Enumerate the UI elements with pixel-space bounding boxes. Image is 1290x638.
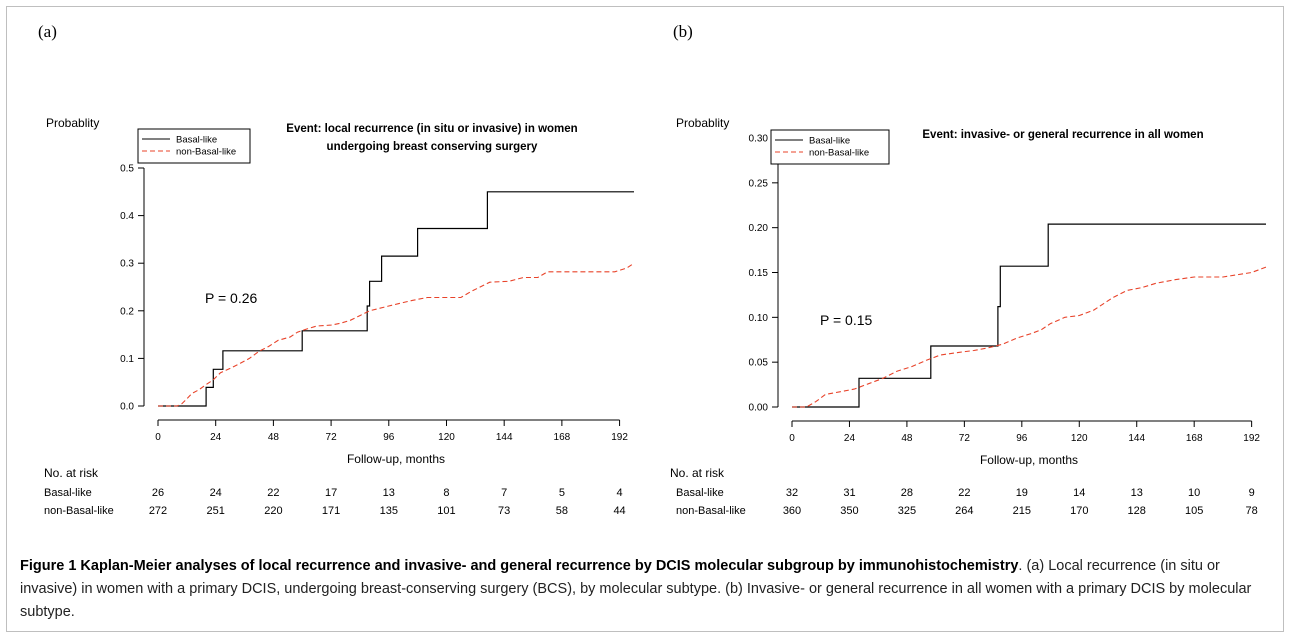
chart2-at-risk-value: 32 bbox=[786, 487, 798, 499]
chart2-x-tick-label: 24 bbox=[844, 433, 856, 444]
figure-frame bbox=[6, 6, 1284, 632]
chart1-title-line: undergoing breast conserving surgery bbox=[327, 141, 538, 153]
chart1-at-risk-value: 171 bbox=[322, 505, 340, 517]
chart2-y-tick-label: 0.20 bbox=[749, 223, 769, 234]
chart2-y-tick-label: 0.25 bbox=[749, 178, 769, 189]
chart1-p-value-annotation: P = 0.26 bbox=[205, 290, 258, 306]
chart2-p-value-annotation: P = 0.15 bbox=[820, 312, 873, 328]
chart2-at-risk-value: 10 bbox=[1188, 487, 1200, 499]
chart2-at-risk-row-label: non-Basal-like bbox=[676, 505, 746, 517]
chart1-title-line: Event: local recurrence (in situ or inva… bbox=[286, 123, 577, 135]
chart2-at-risk-value: 22 bbox=[958, 487, 970, 499]
chart1-at-risk-value: 13 bbox=[383, 487, 395, 499]
chart1-at-risk-value: 251 bbox=[207, 505, 225, 517]
chart1-legend-label: Basal-like bbox=[176, 135, 217, 146]
chart2-at-risk-value: 19 bbox=[1016, 487, 1028, 499]
chart1-y-tick-label: 0.2 bbox=[120, 306, 134, 317]
chart2-x-tick-label: 168 bbox=[1186, 433, 1203, 444]
chart2-at-risk-value: 215 bbox=[1013, 505, 1031, 517]
chart1-at-risk-value: 5 bbox=[559, 487, 565, 499]
chart2-y-axis-label: Probablity bbox=[676, 116, 729, 130]
chart2-y-tick-label: 0.05 bbox=[749, 358, 769, 369]
chart1-at-risk-value: 4 bbox=[617, 487, 623, 499]
chart1-at-risk-value: 24 bbox=[210, 487, 222, 499]
chart1-at-risk-value: 17 bbox=[325, 487, 337, 499]
chart2-at-risk-value: 28 bbox=[901, 487, 913, 499]
chart2-at-risk-value: 264 bbox=[955, 505, 973, 517]
panel-b-label: (b) bbox=[673, 22, 693, 41]
chart1-at-risk-value: 26 bbox=[152, 487, 164, 499]
chart1-legend-label: non-Basal-like bbox=[176, 147, 236, 158]
chart1-at-risk-value: 44 bbox=[613, 505, 625, 517]
panel-a-label: (a) bbox=[38, 22, 57, 41]
chart1-at-risk-value: 220 bbox=[264, 505, 282, 517]
chart2-x-tick-label: 120 bbox=[1071, 433, 1088, 444]
chart2-y-tick-label: 0.30 bbox=[749, 134, 769, 145]
chart2-x-tick-label: 0 bbox=[789, 433, 795, 444]
chart2-at-risk-value: 105 bbox=[1185, 505, 1203, 517]
chart1-y-tick-label: 0.5 bbox=[120, 164, 134, 175]
chart1-x-tick-label: 168 bbox=[554, 432, 571, 443]
chart2-series-line bbox=[792, 223, 1266, 408]
chart1-at-risk-value: 8 bbox=[443, 487, 449, 499]
chart2-at-risk-value: 350 bbox=[840, 505, 858, 517]
chart2-x-tick-label: 144 bbox=[1128, 433, 1145, 444]
chart2-at-risk-header: No. at risk bbox=[670, 466, 725, 480]
chart2-at-risk-value: 9 bbox=[1249, 487, 1255, 499]
chart1-at-risk-value: 58 bbox=[556, 505, 568, 517]
chart1-x-tick-label: 96 bbox=[383, 432, 395, 443]
chart1-at-risk-header: No. at risk bbox=[44, 466, 99, 480]
chart1-x-tick-label: 24 bbox=[210, 432, 222, 443]
chart1-at-risk-value: 272 bbox=[149, 505, 167, 517]
chart1-x-tick-label: 144 bbox=[496, 432, 513, 443]
chart1-legend-box bbox=[137, 128, 251, 164]
chart2-at-risk-value: 128 bbox=[1128, 505, 1146, 517]
chart2-x-tick-label: 72 bbox=[959, 433, 971, 444]
chart2-at-risk-value: 14 bbox=[1073, 487, 1085, 499]
chart2-y-tick-label: 0.10 bbox=[749, 313, 769, 324]
chart2-x-tick-label: 192 bbox=[1243, 433, 1260, 444]
chart2-at-risk-value: 78 bbox=[1246, 505, 1258, 517]
chart2-x-axis-label: Follow-up, months bbox=[980, 453, 1078, 467]
charts-canvas: Event: local recurrence (in situ or inva… bbox=[44, 116, 1267, 517]
chart2-x-tick-label: 48 bbox=[901, 433, 913, 444]
chart2-at-risk-value: 360 bbox=[783, 505, 801, 517]
chart1-y-axis-label: Probablity bbox=[46, 116, 99, 130]
chart2-legend-box bbox=[770, 129, 890, 165]
chart1-x-tick-label: 72 bbox=[326, 432, 338, 443]
caption-body: . (a) Local recurrence (in situ or invas… bbox=[20, 558, 1252, 620]
chart1-at-risk-value: 7 bbox=[501, 487, 507, 499]
figure-caption: Figure 1 Kaplan-Meier analyses of local … bbox=[20, 555, 1272, 624]
chart1-y-tick-label: 0.4 bbox=[120, 211, 134, 222]
chart2-at-risk-value: 31 bbox=[843, 487, 855, 499]
chart1-x-tick-label: 120 bbox=[438, 432, 455, 443]
chart1-at-risk-value: 73 bbox=[498, 505, 510, 517]
chart1-at-risk-row-label: non-Basal-like bbox=[44, 505, 114, 517]
chart1-x-axis-label: Follow-up, months bbox=[347, 452, 445, 466]
chart2-at-risk-value: 170 bbox=[1070, 505, 1088, 517]
chart1-x-tick-label: 48 bbox=[268, 432, 280, 443]
chart1-at-risk-row-label: Basal-like bbox=[44, 487, 92, 499]
chart2-title-line: Event: invasive- or general recurrence i… bbox=[922, 129, 1203, 141]
chart2-y-tick-label: 0.15 bbox=[749, 268, 769, 279]
chart1-y-tick-label: 0.1 bbox=[120, 354, 134, 365]
chart2-at-risk-value: 13 bbox=[1131, 487, 1143, 499]
chart1-at-risk-value: 135 bbox=[380, 505, 398, 517]
chart1-series-line bbox=[158, 191, 634, 407]
chart1-at-risk-value: 101 bbox=[437, 505, 455, 517]
chart1-at-risk-value: 22 bbox=[267, 487, 279, 499]
chart1-y-tick-label: 0.3 bbox=[120, 259, 134, 270]
chart2-series-line bbox=[792, 266, 1267, 408]
chart2-at-risk-row-label: Basal-like bbox=[676, 487, 724, 499]
chart2-x-tick-label: 96 bbox=[1016, 433, 1028, 444]
chart2-legend-label: non-Basal-like bbox=[809, 148, 869, 159]
chart1-x-tick-label: 192 bbox=[611, 432, 628, 443]
chart2-at-risk-value: 325 bbox=[898, 505, 916, 517]
chart2-y-tick-label: 0.00 bbox=[749, 403, 769, 414]
chart1-x-tick-label: 0 bbox=[155, 432, 161, 443]
chart1-y-tick-label: 0.0 bbox=[120, 402, 134, 413]
chart1-series-line bbox=[158, 262, 635, 407]
caption-title: Figure 1 Kaplan-Meier analyses of local … bbox=[20, 558, 1019, 574]
chart2-legend-label: Basal-like bbox=[809, 136, 850, 147]
